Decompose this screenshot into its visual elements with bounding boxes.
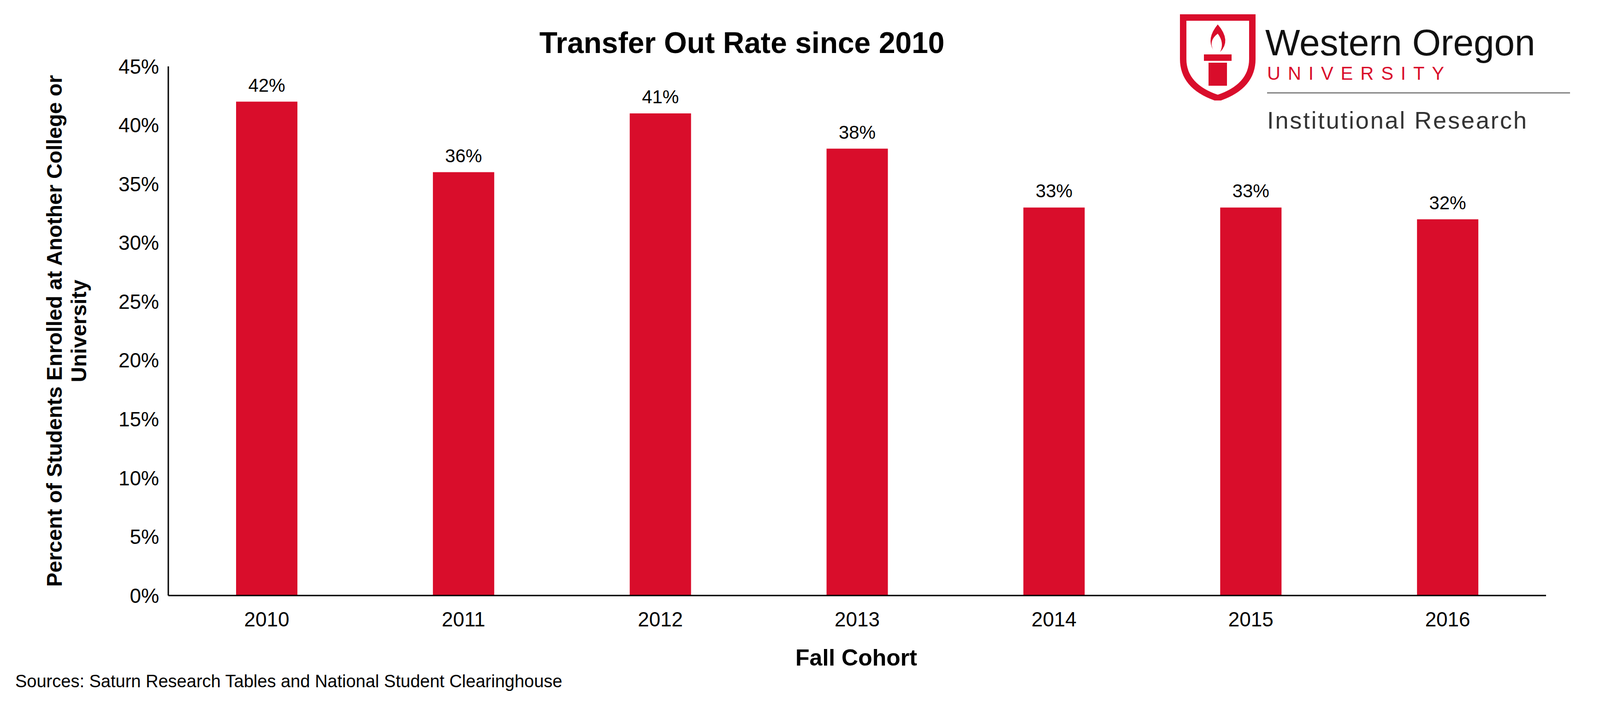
- svg-text:33%: 33%: [1232, 180, 1270, 202]
- svg-text:2016: 2016: [1425, 608, 1471, 631]
- html-text:Percent of Students Enrolled a: Percent of Students Enrolled at Another …: [42, 75, 91, 587]
- svg-text:30%: 30%: [118, 231, 160, 255]
- html-text:Sources: Saturn Research Table: Sources: Saturn Research Tables and Nati…: [15, 671, 563, 691]
- svg-text:15%: 15%: [118, 408, 160, 431]
- html-text:Transfer Out Rate since 2010: Transfer Out Rate since 2010: [539, 26, 945, 60]
- svg-text:2012: 2012: [637, 608, 683, 631]
- svg-text:2011: 2011: [441, 608, 486, 631]
- svg-text:38%: 38%: [838, 122, 876, 143]
- svg-text:2015: 2015: [1228, 608, 1274, 631]
- svg-text:2014: 2014: [1031, 608, 1077, 631]
- svg-text:2013: 2013: [834, 608, 880, 631]
- svg-text:36%: 36%: [444, 145, 482, 166]
- html-text:Fall Cohort: Fall Cohort: [795, 645, 918, 671]
- svg-text:45%: 45%: [118, 55, 160, 78]
- svg-text:10%: 10%: [118, 467, 160, 490]
- svg-text:2010: 2010: [243, 608, 290, 631]
- svg-text:0%: 0%: [129, 584, 160, 608]
- svg-text:35%: 35%: [118, 172, 160, 196]
- svg-text:41%: 41%: [641, 86, 679, 107]
- html-text:UNIVERSITY: UNIVERSITY: [1267, 62, 1452, 84]
- svg-text:33%: 33%: [1035, 180, 1073, 202]
- svg-text:42%: 42%: [248, 75, 285, 96]
- svg-text:20%: 20%: [118, 349, 160, 372]
- html-text:Western Oregon: Western Oregon: [1265, 22, 1536, 64]
- svg-text:40%: 40%: [118, 113, 160, 137]
- svg-text:5%: 5%: [129, 525, 160, 549]
- svg-text:25%: 25%: [118, 290, 160, 314]
- html-text:Institutional Research: Institutional Research: [1267, 106, 1529, 134]
- svg-text:32%: 32%: [1429, 192, 1467, 214]
